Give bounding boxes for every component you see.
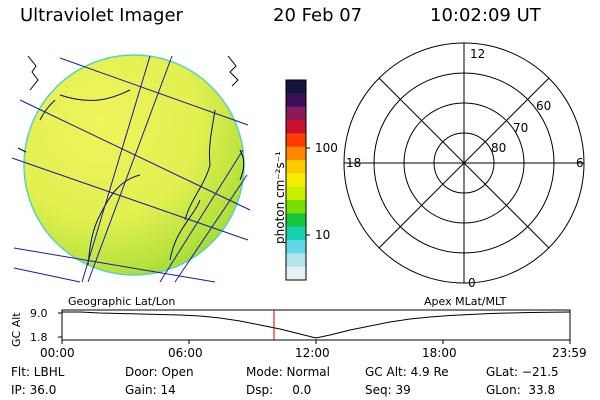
altitude-axis-label: GC Alt xyxy=(10,312,23,347)
colorbar-swatch xyxy=(286,213,306,228)
apex-caption: Apex MLat/MLT xyxy=(424,295,507,308)
date-label: 20 Feb 07 xyxy=(273,5,363,26)
altitude-plot-frame xyxy=(61,309,571,341)
colorbar-swatch xyxy=(286,186,306,201)
mlat-label-60: 60 xyxy=(536,99,552,113)
time-ticks xyxy=(61,340,571,344)
colorbar-swatch xyxy=(286,93,306,108)
status-door: Door: Open xyxy=(125,365,194,379)
status-filter: Flt: LBHL xyxy=(11,365,65,379)
time-label: 10:02:09 UT xyxy=(430,5,541,26)
time-label-0000: 00:00 xyxy=(40,346,75,360)
colorbar-swatch xyxy=(286,146,306,161)
status-seq: Seq: 39 xyxy=(365,383,411,397)
mlat-label-80: 80 xyxy=(491,141,507,155)
colorbar-swatch xyxy=(286,133,306,148)
colorbar-swatch xyxy=(286,160,306,174)
colorbar-frame xyxy=(285,79,307,281)
geographic-image-panel xyxy=(11,54,251,283)
geographic-caption: Geographic Lat/Lon xyxy=(68,295,176,308)
altitude-curve xyxy=(62,311,571,339)
alt-tick-label-1-8: 1.8 xyxy=(30,331,48,344)
status-glat: GLat: −21.5 xyxy=(486,365,559,379)
uv-disc xyxy=(24,55,244,275)
mlt-label-0: 0 xyxy=(468,276,476,290)
apex-polar-plot xyxy=(343,42,585,284)
colorbar-label-100: 100 xyxy=(315,141,338,155)
time-label-0600: 06:00 xyxy=(168,346,203,360)
time-label-2359: 23:59 xyxy=(552,346,587,360)
lat-lon-grid xyxy=(11,55,251,283)
mlt-label-12: 12 xyxy=(470,47,486,61)
colorbar xyxy=(285,79,310,281)
colorbar-unit-label: photon cm⁻²s⁻¹ xyxy=(273,151,287,244)
colorbar-swatch xyxy=(286,240,306,254)
colorbar-swatch xyxy=(286,106,306,121)
colorbar-swatch xyxy=(286,120,306,134)
colorbar-swatch xyxy=(286,200,306,214)
colorbar-swatch xyxy=(286,253,306,268)
colorbar-label-10: 10 xyxy=(315,228,331,242)
status-gain: Gain: 14 xyxy=(125,383,176,397)
instrument-title: Ultraviolet Imager xyxy=(20,5,183,26)
colorbar-swatch xyxy=(286,226,306,241)
status-ip: IP: 36.0 xyxy=(11,383,57,397)
mlt-diagonal-b xyxy=(378,77,550,249)
colorbar-swatch xyxy=(286,266,306,281)
alt-tick-label-9: 9.0 xyxy=(30,307,48,320)
status-mode: Mode: Normal xyxy=(246,365,330,379)
colorbar-swatch xyxy=(286,80,306,94)
mlt-label-6: 6 xyxy=(576,156,584,170)
colorbar-swatch xyxy=(286,173,306,188)
mlat-label-70: 70 xyxy=(513,121,529,135)
altitude-plot xyxy=(58,309,571,344)
time-label-1800: 18:00 xyxy=(422,346,457,360)
time-label-1200: 12:00 xyxy=(295,346,330,360)
mlt-label-18: 18 xyxy=(346,156,362,170)
status-dsp: Dsp: 0.0 xyxy=(246,383,312,397)
status-gc-alt: GC Alt: 4.9 Re xyxy=(365,365,449,379)
status-glon: GLon: 33.8 xyxy=(486,383,556,397)
